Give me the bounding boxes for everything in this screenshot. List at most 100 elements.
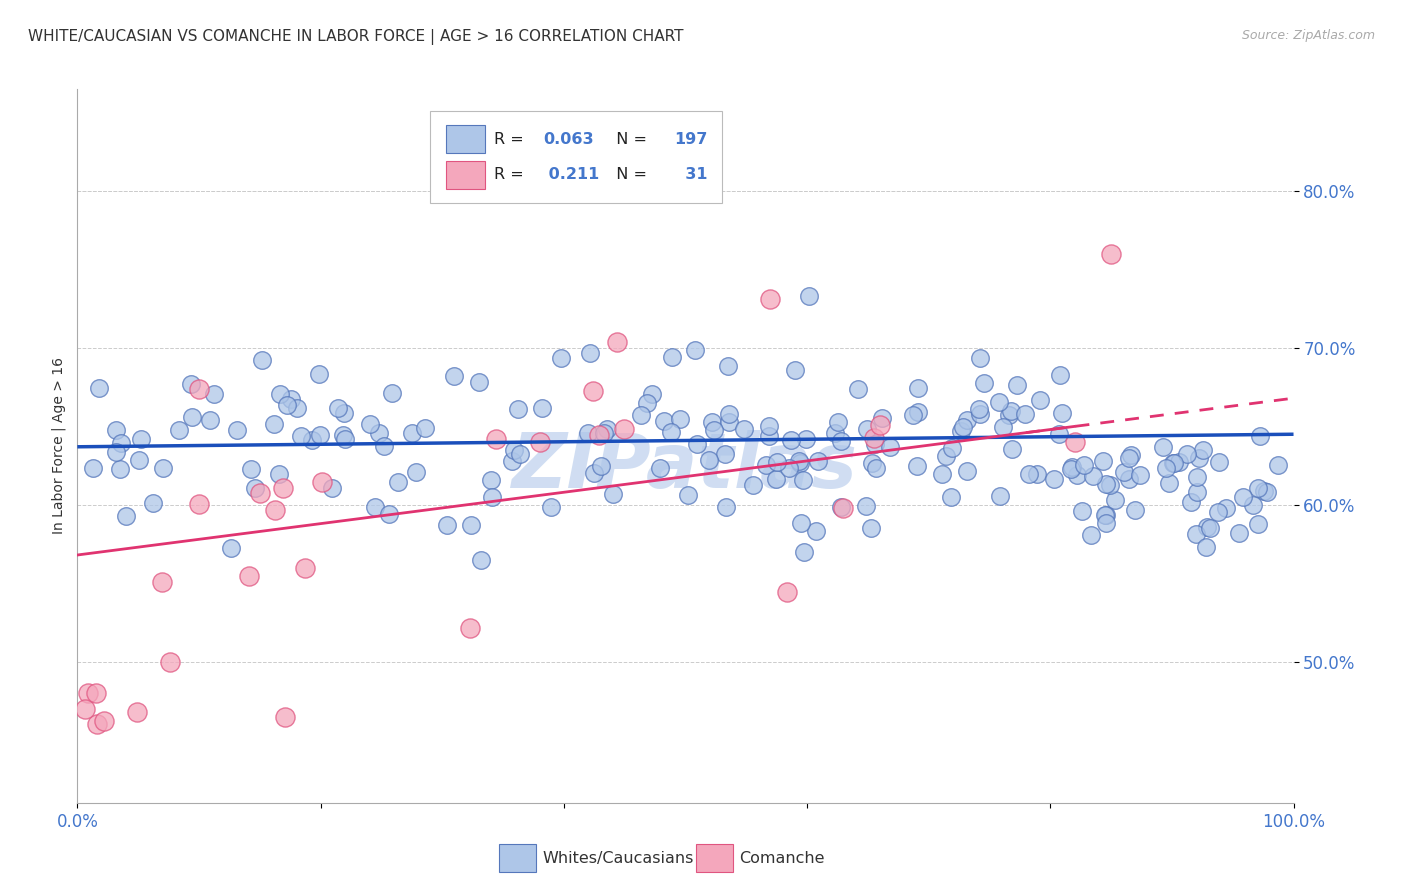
Point (993, 420, 1015, 434)
Point (683, 343, 706, 358)
Point (152, 461, 174, 475)
Point (308, 428, 330, 442)
Point (582, 467, 605, 481)
Point (794, 432, 817, 446)
Point (1232, 490, 1254, 504)
Point (1018, 467, 1040, 482)
Point (702, 415, 724, 429)
Point (1050, 406, 1073, 420)
Point (84, 686, 107, 700)
Point (1083, 468, 1105, 483)
Point (443, 368, 465, 383)
Point (1246, 516, 1268, 531)
Point (1071, 504, 1094, 518)
Point (778, 461, 800, 475)
Point (114, 508, 136, 523)
Point (717, 359, 740, 374)
Point (1073, 458, 1095, 473)
Point (110, 461, 132, 475)
Point (806, 524, 828, 538)
Point (263, 503, 285, 517)
Point (93, 714, 115, 729)
Point (1241, 498, 1264, 512)
Point (333, 432, 356, 446)
Point (630, 409, 652, 423)
Text: R =: R = (495, 132, 529, 146)
Text: Comanche: Comanche (740, 851, 825, 865)
Point (807, 454, 830, 468)
Point (870, 411, 893, 425)
Point (1253, 483, 1275, 498)
Point (128, 453, 150, 467)
Bar (446, 125, 485, 153)
Point (436, 518, 458, 533)
Point (142, 496, 165, 510)
Point (271, 482, 294, 496)
Point (661, 350, 683, 364)
Point (950, 424, 973, 438)
Point (280, 392, 302, 406)
Point (267, 467, 290, 481)
Point (188, 382, 211, 396)
Point (1005, 378, 1028, 392)
Point (905, 459, 928, 474)
Point (824, 425, 846, 440)
Point (290, 429, 312, 443)
Point (901, 408, 924, 422)
Point (364, 500, 387, 514)
Point (1066, 468, 1088, 483)
Point (648, 461, 671, 475)
Point (846, 382, 869, 396)
Point (226, 423, 249, 437)
Point (1001, 442, 1024, 456)
Point (529, 435, 551, 450)
Bar (446, 161, 485, 189)
Point (860, 456, 883, 470)
Point (82, 460, 104, 475)
Y-axis label: In Labor Force | Age > 16: In Labor Force | Age > 16 (52, 358, 66, 534)
Point (907, 405, 929, 419)
Point (1114, 465, 1136, 479)
Point (1185, 484, 1208, 499)
Point (879, 440, 901, 454)
Point (1167, 455, 1189, 469)
Point (697, 453, 720, 467)
Point (830, 500, 852, 514)
Point (969, 407, 991, 421)
Point (765, 472, 787, 486)
Point (1180, 495, 1202, 509)
Point (855, 499, 877, 513)
Point (150, 574, 173, 589)
Point (467, 376, 489, 390)
Point (1060, 460, 1083, 475)
Point (776, 585, 799, 599)
Point (935, 450, 957, 464)
Point (602, 487, 624, 501)
Point (110, 435, 132, 450)
Point (503, 443, 526, 458)
Point (863, 437, 886, 451)
Point (458, 621, 481, 635)
Text: Source: ZipAtlas.com: Source: ZipAtlas.com (1241, 29, 1375, 42)
Point (780, 433, 803, 447)
Point (956, 413, 979, 427)
Point (481, 490, 503, 504)
Point (758, 293, 780, 307)
Point (1080, 528, 1102, 542)
Point (263, 417, 285, 431)
Text: 0.211: 0.211 (543, 168, 599, 182)
Point (1227, 525, 1250, 540)
Point (332, 427, 354, 442)
Point (1175, 447, 1198, 461)
Point (359, 417, 381, 431)
Point (1195, 520, 1218, 534)
Point (669, 411, 692, 425)
Point (659, 425, 682, 440)
Point (596, 422, 619, 436)
Point (1099, 247, 1122, 261)
Point (238, 569, 260, 583)
Point (1161, 456, 1184, 470)
Text: N =: N = (606, 168, 652, 182)
Point (859, 521, 882, 535)
Point (1043, 472, 1066, 486)
